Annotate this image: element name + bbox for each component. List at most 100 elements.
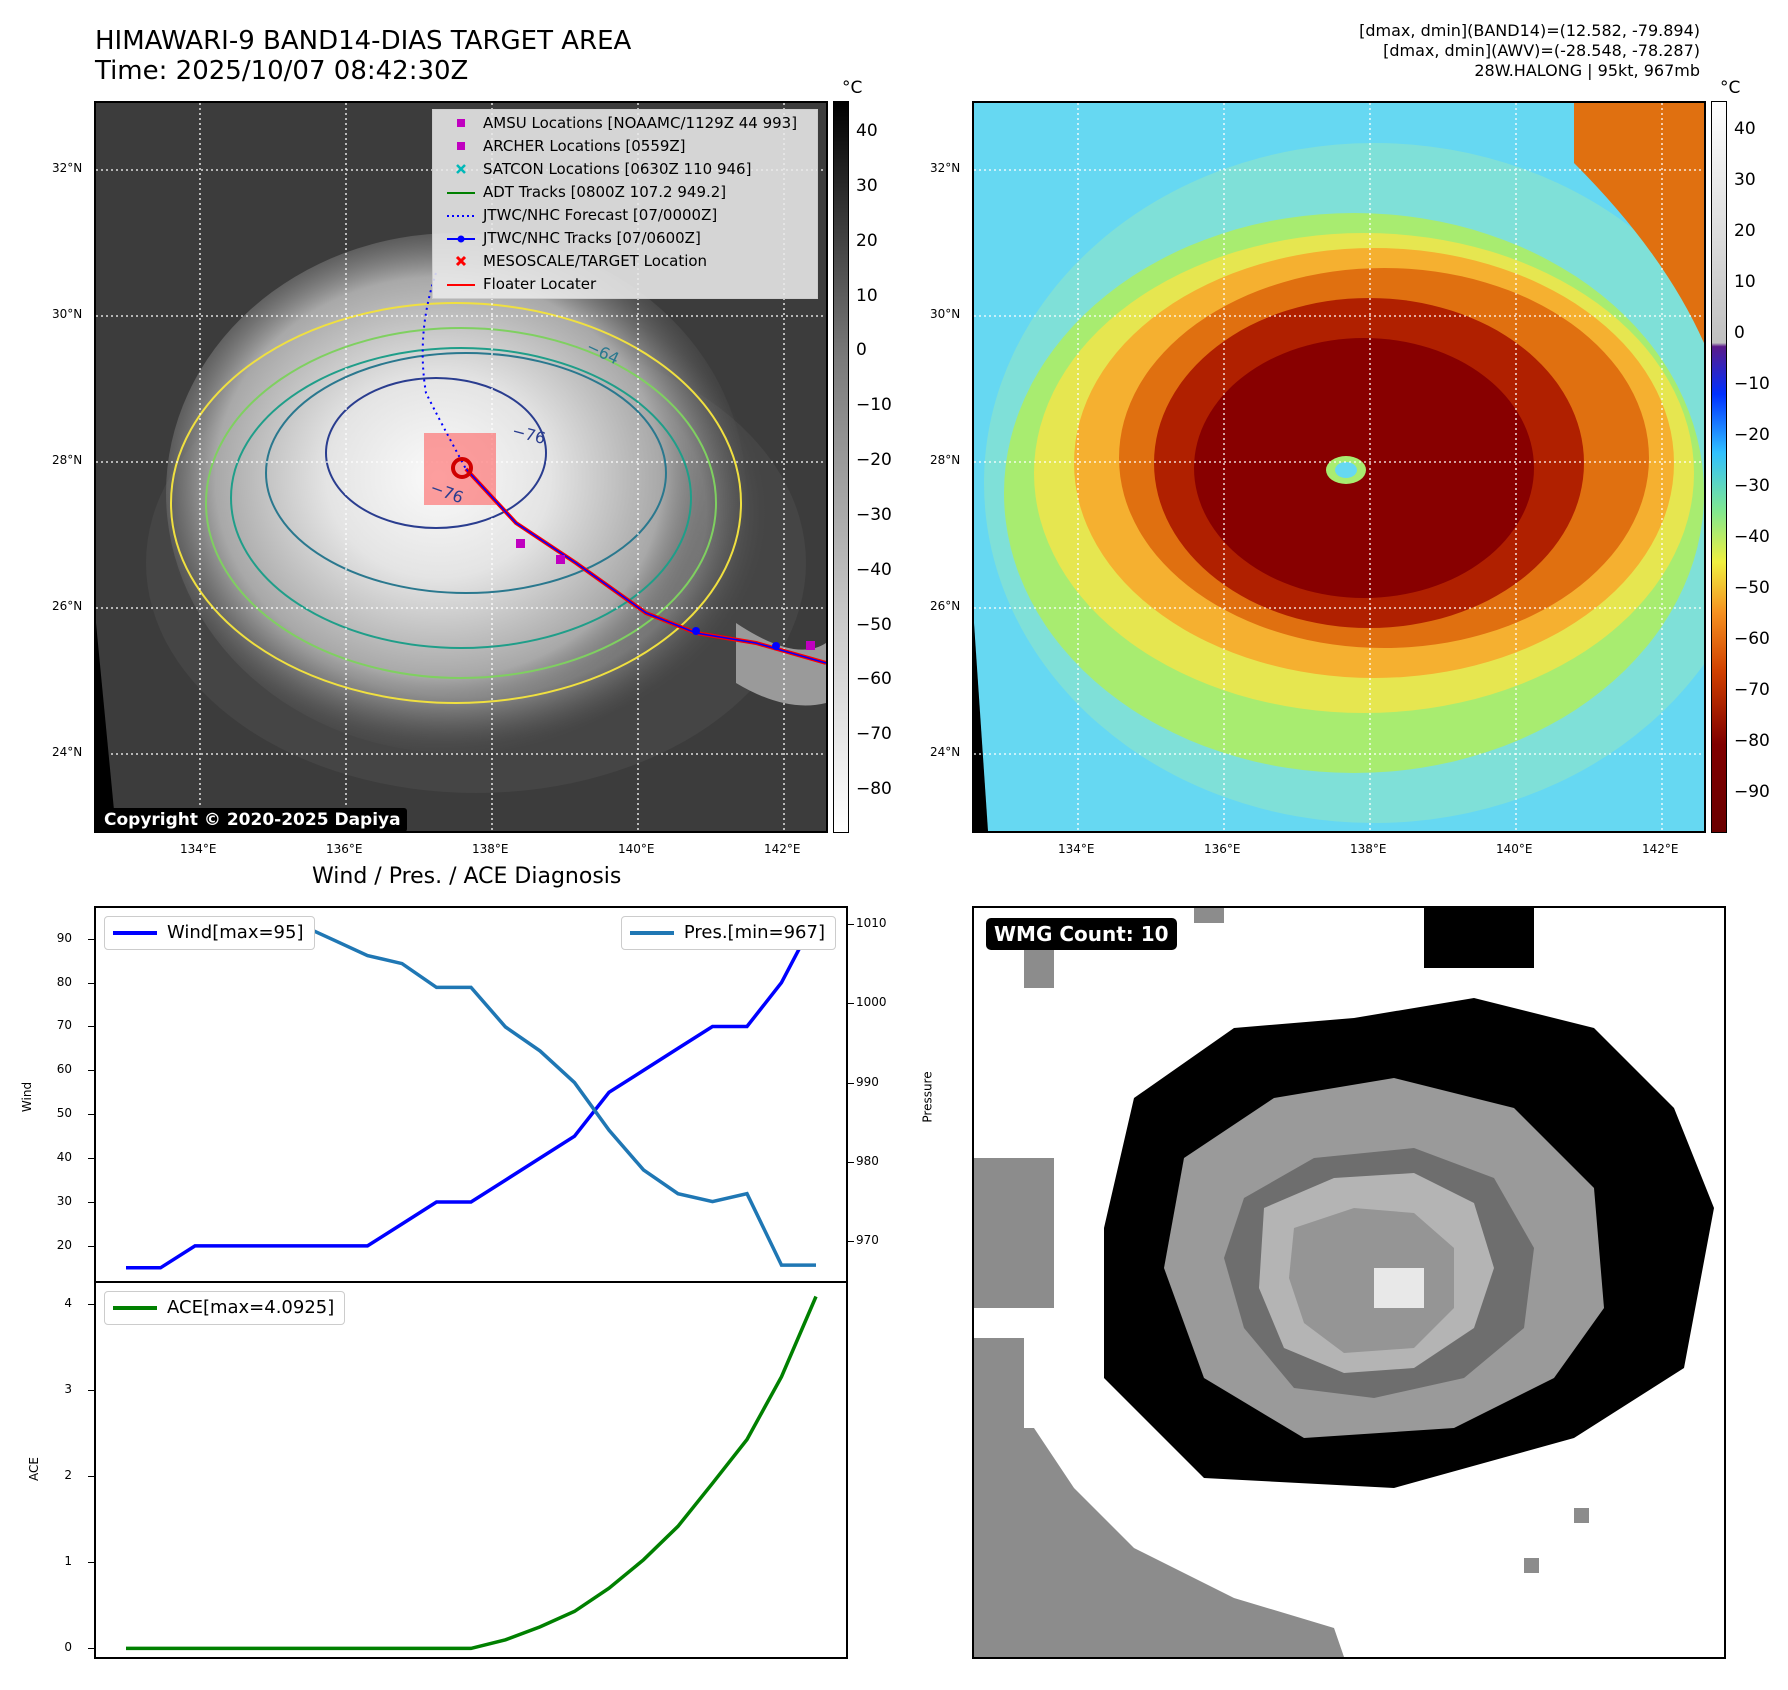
wmg-count-badge: WMG Count: 10 — [986, 918, 1177, 950]
lon-label: 138°E — [472, 842, 509, 856]
legend-item-jtwc-forecast: JTWC/NHC Forecast [07/0000Z] — [433, 204, 817, 227]
colorbar-tick-label: −10 — [1734, 374, 1770, 395]
colorbar-tick-label: −50 — [856, 614, 892, 635]
square-marker-icon — [457, 119, 465, 127]
colorbar-tick-label: −10 — [856, 395, 892, 416]
ace-chart: ACE[max=4.0925] — [94, 1281, 848, 1659]
lon-label: 136°E — [1204, 842, 1241, 856]
ir-map-panel: −64 −76 −76 AMSU Locations [NOAAMC/1129Z… — [94, 101, 828, 833]
ace-plot — [126, 1295, 818, 1651]
colorbar-tick-label: 40 — [856, 121, 878, 142]
axis-tick-mark — [88, 1476, 94, 1478]
colorbar-tick-label: 30 — [1734, 170, 1756, 191]
lon-label: 142°E — [1642, 842, 1679, 856]
axis-tick-label: 1000 — [856, 995, 887, 1010]
legend-item-mesoscale: MESOSCALE/TARGET Location — [433, 250, 817, 273]
pressure-series-line — [126, 922, 816, 1267]
info-line-3: 28W.HALONG | 95kt, 967mb — [1474, 61, 1700, 80]
axis-tick-label: 50 — [56, 1106, 72, 1121]
axis-tick-mark — [848, 1241, 854, 1243]
axis-tick-mark — [88, 1070, 94, 1072]
axis-tick-label: 1 — [64, 1554, 72, 1569]
lat-label: 32°N — [930, 161, 961, 175]
pressure-axis-label: Pressure — [920, 1071, 935, 1123]
axis-tick-mark — [88, 938, 94, 940]
wind-pressure-plot — [126, 915, 818, 1270]
figure-time: Time: 2025/10/07 08:42:30Z — [95, 56, 469, 86]
ace-legend: ACE[max=4.0925] — [104, 1291, 346, 1325]
info-line-1: [dmax, dmin](BAND14)=(12.582, -79.894) — [1359, 21, 1700, 40]
figure-title: HIMAWARI-9 BAND14-DIAS TARGET AREA — [95, 26, 632, 56]
axis-tick-label: 0 — [64, 1640, 72, 1655]
wmg-panel: WMG Count: 10 — [972, 906, 1726, 1659]
lat-label: 30°N — [930, 307, 961, 321]
axis-tick-label: 4 — [64, 1296, 72, 1311]
lat-label: 28°N — [52, 453, 83, 467]
wind-axis-label: Wind — [20, 1081, 35, 1113]
lon-label: 134°E — [1058, 842, 1095, 856]
colorbar-tick-label: 30 — [856, 175, 878, 196]
colorbar-tick-label: 20 — [856, 230, 878, 251]
wmg-image — [974, 908, 1714, 1657]
colorbar-left — [833, 101, 849, 833]
colorbar-tick-label: −50 — [1734, 578, 1770, 599]
colorbar-left-unit: °C — [842, 78, 863, 98]
lat-label: 24°N — [52, 745, 83, 759]
copyright-badge: Copyright © 2020-2025 Dapiya — [98, 808, 407, 831]
colorbar-tick-label: −60 — [856, 669, 892, 690]
wind-pressure-chart: Wind[max=95] Pres.[min=967] — [94, 906, 848, 1283]
lon-label: 140°E — [618, 842, 655, 856]
axis-tick-label: 970 — [856, 1233, 879, 1248]
solid-line-icon — [447, 284, 475, 286]
ace-line-icon — [113, 1306, 157, 1310]
legend-item-satcon: SATCON Locations [0630Z 110 946] — [433, 158, 817, 181]
colorbar-tick-label: −60 — [1734, 629, 1770, 650]
wind-legend: Wind[max=95] — [104, 916, 315, 950]
axis-tick-label: 70 — [56, 1018, 72, 1033]
lat-label: 30°N — [52, 307, 83, 321]
lon-label: 136°E — [326, 842, 363, 856]
axis-tick-mark — [88, 1202, 94, 1203]
enhanced-ir-image — [974, 103, 1704, 831]
axis-tick-label: 990 — [856, 1074, 879, 1089]
wind-line-icon — [113, 931, 157, 935]
axis-tick-label: 2 — [64, 1468, 72, 1483]
axis-tick-label: 30 — [56, 1194, 72, 1208]
axis-tick-label: 980 — [856, 1153, 879, 1168]
line-dot-icon — [447, 235, 475, 243]
axis-tick-label: 60 — [56, 1062, 72, 1077]
axis-tick-label: 1010 — [856, 915, 887, 930]
colorbar-tick-label: −80 — [1734, 731, 1770, 752]
legend-item-amsu: AMSU Locations [NOAAMC/1129Z 44 993] — [433, 112, 817, 135]
enhanced-ir-panel — [972, 101, 1706, 833]
lon-label: 142°E — [764, 842, 801, 856]
axis-tick-label: 40 — [56, 1150, 72, 1165]
axis-tick-mark — [88, 1390, 94, 1392]
dotted-line-icon — [447, 215, 475, 217]
legend-item-archer: ARCHER Locations [0559Z] — [433, 135, 817, 158]
square-marker-icon — [457, 142, 465, 150]
legend-item-jtwc-tracks: JTWC/NHC Tracks [07/0600Z] — [433, 227, 817, 250]
lat-label: 24°N — [930, 745, 961, 759]
axis-tick-mark — [88, 1026, 94, 1028]
axis-tick-mark — [848, 1003, 854, 1005]
colorbar-tick-label: −40 — [856, 559, 892, 580]
map-legend: AMSU Locations [NOAAMC/1129Z 44 993] ARC… — [432, 109, 818, 299]
axis-tick-mark — [848, 1161, 854, 1163]
colorbar-tick-label: 0 — [1734, 323, 1745, 344]
colorbar-tick-label: −30 — [856, 504, 892, 525]
colorbar-tick-label: −80 — [856, 779, 892, 800]
solid-line-icon — [447, 192, 475, 194]
axis-tick-label: 90 — [56, 930, 72, 945]
wind-series-line — [126, 915, 818, 1270]
colorbar-tick-label: −90 — [1734, 782, 1770, 803]
colorbar-tick-label: 20 — [1734, 221, 1756, 242]
lon-label: 134°E — [180, 842, 217, 856]
x-marker-icon — [456, 164, 466, 174]
lat-label: 26°N — [930, 599, 961, 613]
colorbar-tick-label: 40 — [1734, 119, 1756, 140]
colorbar-tick-label: −20 — [856, 450, 892, 471]
pressure-line-icon — [629, 931, 674, 935]
pressure-legend: Pres.[min=967] — [620, 916, 836, 950]
lat-label: 32°N — [52, 161, 83, 175]
